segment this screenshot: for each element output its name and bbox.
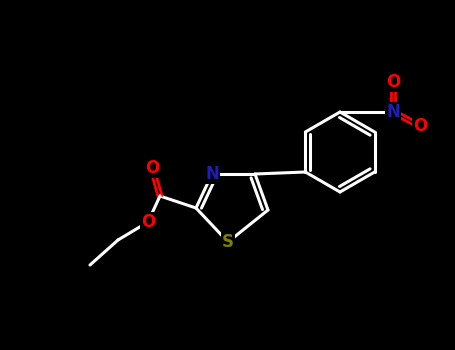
Text: O: O bbox=[386, 73, 400, 91]
Text: N: N bbox=[205, 165, 219, 183]
Text: S: S bbox=[222, 233, 234, 251]
Text: O: O bbox=[145, 159, 159, 177]
Text: O: O bbox=[141, 213, 155, 231]
Text: N: N bbox=[386, 103, 400, 121]
Text: O: O bbox=[413, 117, 427, 135]
